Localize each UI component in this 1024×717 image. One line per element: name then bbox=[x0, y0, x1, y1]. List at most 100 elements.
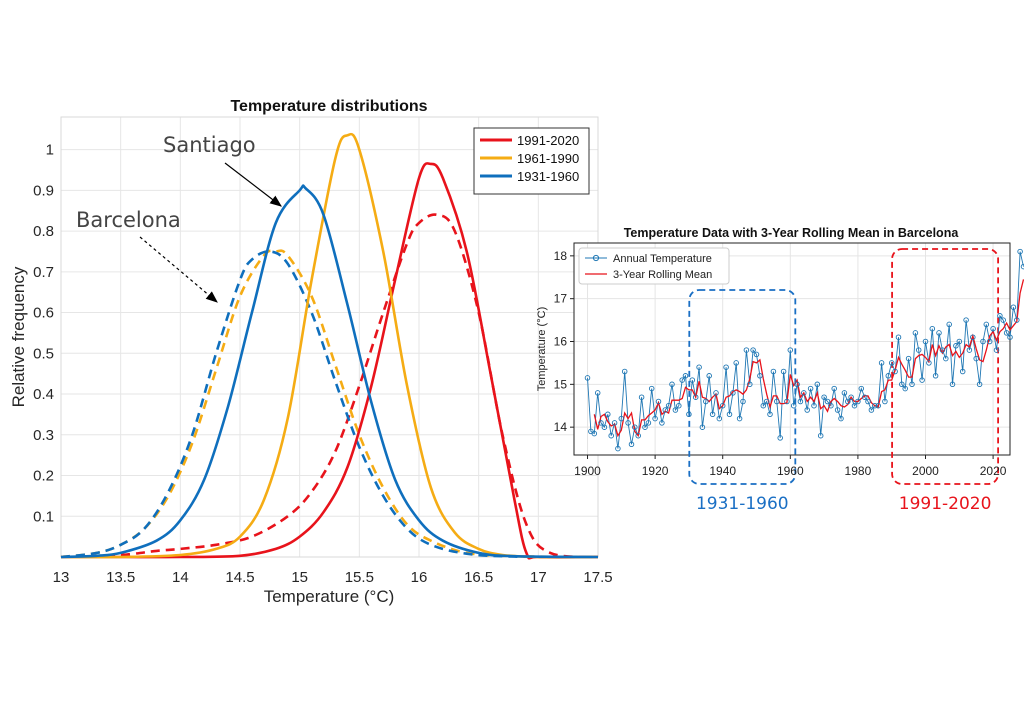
annual-point-1987 bbox=[878, 360, 885, 366]
annual-point-1910 bbox=[618, 415, 625, 422]
annual-point-1905 bbox=[601, 424, 608, 430]
left-y-tick-0-4: 0.4 bbox=[33, 386, 54, 403]
annual-point-1988 bbox=[882, 398, 888, 405]
annual-point-2026 bbox=[1010, 304, 1017, 310]
right-x-tick-1920: 1920 bbox=[642, 464, 669, 478]
series-santiago-1961-1990 bbox=[60, 132, 599, 559]
legend-label-1931-1960: 1931-1960 bbox=[517, 169, 579, 184]
barcelona-timeseries-chart: 1931-1960 1991-2020 1900 1920 1940 1960 1980 2… bbox=[536, 226, 1024, 514]
annual-point-1926 bbox=[672, 407, 679, 413]
right-y-tick-14: 14 bbox=[554, 420, 568, 434]
annual-point-2018 bbox=[983, 321, 990, 328]
annual-point-1929 bbox=[682, 373, 689, 379]
right-x-tick-1900: 1900 bbox=[574, 464, 601, 478]
annual-point-1966 bbox=[807, 385, 814, 392]
annual-point-2006 bbox=[943, 355, 949, 362]
annual-point-1954 bbox=[767, 411, 773, 418]
left-x-tick-labels: 13 13.5 14 14.5 15 15.5 16 16.5 17 17.5 bbox=[53, 569, 613, 586]
annual-point-1952 bbox=[760, 402, 767, 409]
annual-point-2019 bbox=[986, 338, 993, 345]
annual-point-1943 bbox=[730, 390, 736, 396]
annual-point-2015 bbox=[973, 355, 979, 362]
left-x-tick-16-5: 16.5 bbox=[464, 569, 493, 586]
annual-point-1919 bbox=[648, 385, 655, 392]
annual-point-1957 bbox=[777, 435, 783, 441]
annual-point-2020 bbox=[990, 325, 996, 332]
annual-point-1973 bbox=[831, 385, 837, 392]
left-series-group bbox=[60, 132, 599, 560]
annual-point-1914 bbox=[632, 424, 638, 430]
annual-point-1928 bbox=[679, 377, 685, 383]
right-x-tick-2020: 2020 bbox=[980, 464, 1007, 478]
annual-point-1936 bbox=[706, 373, 712, 379]
annual-point-1945 bbox=[736, 415, 743, 422]
annual-point-2007 bbox=[946, 321, 952, 328]
right-chart-title: Temperature Data with 3-Year Rolling Mea… bbox=[624, 226, 960, 240]
annual-point-1904 bbox=[598, 420, 604, 426]
annual-point-1992 bbox=[895, 334, 902, 340]
annual-point-1922 bbox=[659, 420, 665, 426]
annual-point-1944 bbox=[733, 360, 739, 366]
annual-point-1953 bbox=[763, 398, 770, 405]
right-x-tick-1980: 1980 bbox=[845, 464, 872, 478]
annual-point-1951 bbox=[757, 373, 763, 379]
annual-point-1961 bbox=[790, 402, 797, 409]
highlight-box-1991-2020 bbox=[891, 248, 1000, 485]
annual-point-1981 bbox=[858, 385, 865, 392]
annual-point-2001 bbox=[926, 360, 932, 366]
annual-point-2004 bbox=[936, 330, 942, 336]
annotation-santiago: Santiago bbox=[163, 133, 256, 157]
annual-point-2016 bbox=[976, 381, 983, 388]
left-y-tick-1: 1 bbox=[46, 142, 54, 159]
annual-point-1983 bbox=[865, 398, 871, 405]
right-highlight-boxes: 1931-1960 1991-2020 bbox=[688, 248, 1000, 514]
annotation-santiago-arrow bbox=[224, 162, 282, 207]
annual-point-2024 bbox=[1003, 330, 1010, 336]
right-plot-frame bbox=[573, 242, 1011, 456]
left-x-tick-17: 17 bbox=[530, 569, 547, 586]
annual-point-1970 bbox=[821, 394, 827, 400]
left-x-tick-14-5: 14.5 bbox=[225, 569, 254, 586]
annual-point-1982 bbox=[861, 394, 868, 400]
left-x-tick-17-5: 17.5 bbox=[583, 569, 612, 586]
series-santiago-1931-1960 bbox=[60, 184, 599, 559]
annual-point-1903 bbox=[594, 390, 601, 396]
annual-point-1920 bbox=[652, 415, 658, 422]
annual-point-2023 bbox=[1000, 317, 1006, 323]
annual-point-1916 bbox=[638, 394, 645, 400]
annual-point-1985 bbox=[872, 402, 878, 409]
right-x-tick-1960: 1960 bbox=[777, 464, 804, 478]
left-y-tick-0-5: 0.5 bbox=[33, 345, 54, 362]
annual-point-1939 bbox=[716, 415, 723, 422]
left-y-tick-labels: 0.1 0.2 0.3 0.4 0.5 0.6 0.7 0.8 0.9 1 bbox=[33, 142, 54, 526]
left-y-tick-0-9: 0.9 bbox=[33, 182, 54, 199]
annual-point-1923 bbox=[662, 407, 669, 413]
legend-label-1991-2020: 1991-2020 bbox=[517, 133, 579, 148]
series-annual-temperature bbox=[587, 251, 1024, 449]
annual-point-1980 bbox=[855, 398, 861, 405]
annual-point-2009 bbox=[953, 343, 959, 349]
annual-point-1969 bbox=[817, 432, 824, 439]
annual-point-1965 bbox=[804, 407, 810, 413]
legend-marker-annual-temperature bbox=[592, 254, 600, 262]
annual-point-1949 bbox=[750, 347, 756, 353]
left-chart-title: Temperature distributions bbox=[230, 98, 427, 115]
right-y-tick-18: 18 bbox=[554, 249, 568, 263]
annual-point-1993 bbox=[899, 381, 905, 388]
annotation-barcelona-arrow bbox=[139, 236, 218, 303]
annual-point-1960 bbox=[787, 347, 794, 353]
highlight-label-1931-1960: 1931-1960 bbox=[696, 494, 789, 514]
annual-point-1913 bbox=[628, 441, 635, 448]
annual-point-1989 bbox=[885, 373, 892, 379]
annual-point-1967 bbox=[811, 402, 817, 409]
annual-point-1962 bbox=[794, 381, 800, 388]
annual-point-1947 bbox=[743, 347, 750, 353]
left-y-axis-label: Relative frequency bbox=[9, 266, 28, 407]
annual-point-1937 bbox=[709, 411, 716, 418]
annual-point-2010 bbox=[956, 338, 963, 345]
annual-point-1900 bbox=[584, 375, 591, 381]
annual-point-1942 bbox=[726, 411, 733, 418]
series-3-year-rolling-mean bbox=[593, 279, 1024, 438]
annual-point-1984 bbox=[868, 407, 875, 413]
